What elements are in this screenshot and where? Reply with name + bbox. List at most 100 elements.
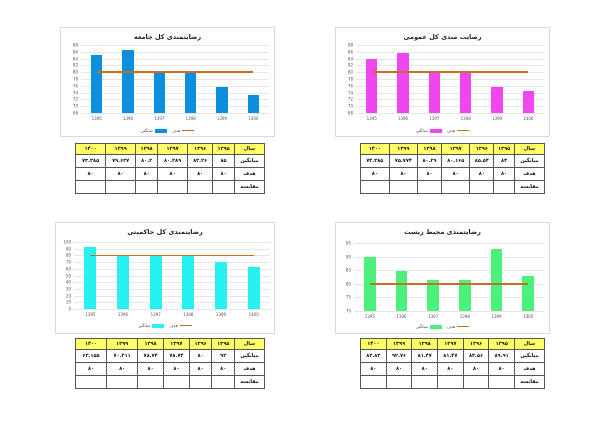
table-cell: ۸۲.۸۳ — [360, 349, 387, 363]
y-tick-label: 76 — [72, 83, 78, 89]
table-cell — [187, 180, 214, 194]
y-tick-label: 78 — [347, 76, 353, 82]
y-tick-label: 90 — [65, 246, 71, 252]
y-tick-label: 84 — [347, 56, 353, 62]
table-cell: ۸۱.۴۷ — [437, 349, 464, 363]
target-line-swatch — [179, 324, 192, 327]
x-tick-label: 1398 — [460, 116, 471, 121]
mean-row: میانگین ۸۵ ۸۳.۲۶ ۸۰.۲۸۹ ۸۰.۲ ۷۹.۶۲۷ ۷۳.۳۸۵ — [74, 154, 265, 168]
legend-mean: میانگین — [141, 128, 167, 133]
gridline — [81, 85, 269, 87]
table-cell: ۱۳۹۷ — [157, 143, 189, 155]
legend-target: هدف — [169, 323, 192, 328]
y-tick-label: 30 — [65, 286, 71, 292]
table-cell: ۱۳۹۶ — [462, 338, 490, 350]
target-line-swatch — [457, 129, 470, 132]
y-tick-label: 20 — [65, 293, 71, 299]
bar — [185, 71, 197, 113]
table-cell: ۸۰ — [188, 349, 213, 363]
legend-mean: میانگین — [416, 128, 442, 133]
table-cell: ۷۳.۳۸۵ — [74, 154, 107, 168]
bar — [522, 276, 534, 311]
bar-swatch — [429, 128, 442, 133]
bar — [490, 249, 503, 311]
target-line — [371, 71, 529, 73]
table-cell: ۷۹.۶۲۷ — [105, 154, 137, 168]
table-cell: ۸۰.۱۶۵ — [440, 154, 471, 168]
gridline — [356, 106, 544, 108]
bar — [522, 91, 534, 113]
table-cell: ۸۰ — [135, 167, 159, 181]
legend-target-label: هدف — [169, 323, 178, 328]
row-label: هدف — [234, 362, 265, 376]
bar — [215, 261, 227, 309]
table-cell: ۸۰ — [162, 362, 190, 376]
x-tick-label: 1396 — [397, 116, 409, 121]
table-cell: ۱۳۹۶ — [187, 143, 214, 155]
x-tick-label: 1398 — [185, 116, 196, 121]
table-cell — [74, 375, 108, 389]
bar — [84, 247, 97, 309]
chart-environment: رضایتمندی محیط زیست 70 75 80 85 90 95 1395 1396… — [335, 222, 550, 334]
data-table-society: سال ۱۳۹۵ ۱۳۹۶ ۱۳۹۷ ۱۳۹۸ ۱۳۹۹ ۱۴۰۰ میانگین ۸۵ ۸۳.۲… — [74, 143, 265, 194]
table-cell — [417, 180, 442, 194]
gridline — [81, 45, 269, 46]
y-tick-label: 88 — [347, 42, 353, 48]
table-cell: ۸۹.۹۱ — [488, 349, 515, 363]
mean-row: میانگین ۸۹.۹۱ ۸۴.۵۶ ۸۱.۴۷ ۸۱.۴۷ ۹۲.۷۶ ۸۲.۸۳ — [360, 349, 545, 363]
table-cell: ۸۰ — [360, 362, 387, 376]
table-cell: ۸۰ — [462, 362, 490, 376]
table-cell: ۸۵.۵۴ — [469, 154, 495, 168]
table-cell: ۸۰ — [388, 167, 419, 181]
table-cell: ۸۰ — [187, 167, 214, 181]
table-cell: ۸۰ — [157, 167, 189, 181]
table-cell: ۷۸.۷۴ — [137, 349, 164, 363]
bar-swatch — [429, 324, 442, 329]
table-cell: ۸۴ — [493, 154, 515, 168]
y-tick-label: 60 — [65, 266, 71, 272]
table-cell: ۱۳۹۸ — [417, 143, 442, 155]
table-cell: ۸۰ — [74, 167, 107, 181]
gridline — [74, 248, 270, 250]
gridline — [74, 268, 270, 270]
table-cell: ۱۳۹۸ — [411, 338, 439, 350]
table-cell: ۸۰ — [188, 362, 213, 376]
gridline — [74, 262, 270, 264]
table-cell: ۱۴۰۰ — [74, 338, 108, 350]
table-cell — [135, 180, 159, 194]
x-tick-label: 1399 — [491, 116, 503, 121]
bar — [428, 71, 440, 113]
table-cell — [385, 375, 413, 389]
row-label: سال — [234, 338, 265, 350]
table-cell — [157, 180, 189, 194]
gridline — [354, 256, 544, 258]
row-label: سال — [514, 143, 545, 155]
gridline — [81, 51, 269, 53]
table-cell — [105, 180, 137, 194]
x-tick-label: 1397 — [428, 314, 439, 319]
y-tick-label: 100 — [63, 239, 71, 245]
table-cell: ۹۲.۷۶ — [385, 349, 413, 363]
table-cell: ۱۳۹۶ — [469, 143, 495, 155]
table-cell: ۸۰ — [360, 167, 390, 181]
compare-row: مقایسه — [360, 180, 545, 194]
bar — [122, 50, 134, 113]
table-cell: ۸۰ — [411, 362, 439, 376]
x-tick-label: 1399 — [216, 116, 228, 121]
row-label: میانگین — [514, 154, 545, 168]
row-label: هدف — [234, 167, 265, 181]
table-cell — [74, 180, 107, 194]
gridline — [356, 85, 544, 87]
y-tick-label: 80 — [347, 69, 353, 75]
table-cell: ۱۴۰۰ — [360, 338, 387, 350]
gridline — [74, 295, 270, 297]
legend-mean-label: میانگین — [415, 324, 428, 329]
bar — [182, 256, 195, 309]
table-cell: ۸۳.۲۶ — [187, 154, 214, 168]
table-cell: ۸۰ — [106, 362, 139, 376]
table-cell: ۸۰ — [488, 362, 515, 376]
gridline — [354, 311, 544, 312]
row-label: هدف — [514, 167, 545, 181]
target-line — [369, 283, 529, 285]
y-tick-label: 74 — [72, 90, 78, 96]
